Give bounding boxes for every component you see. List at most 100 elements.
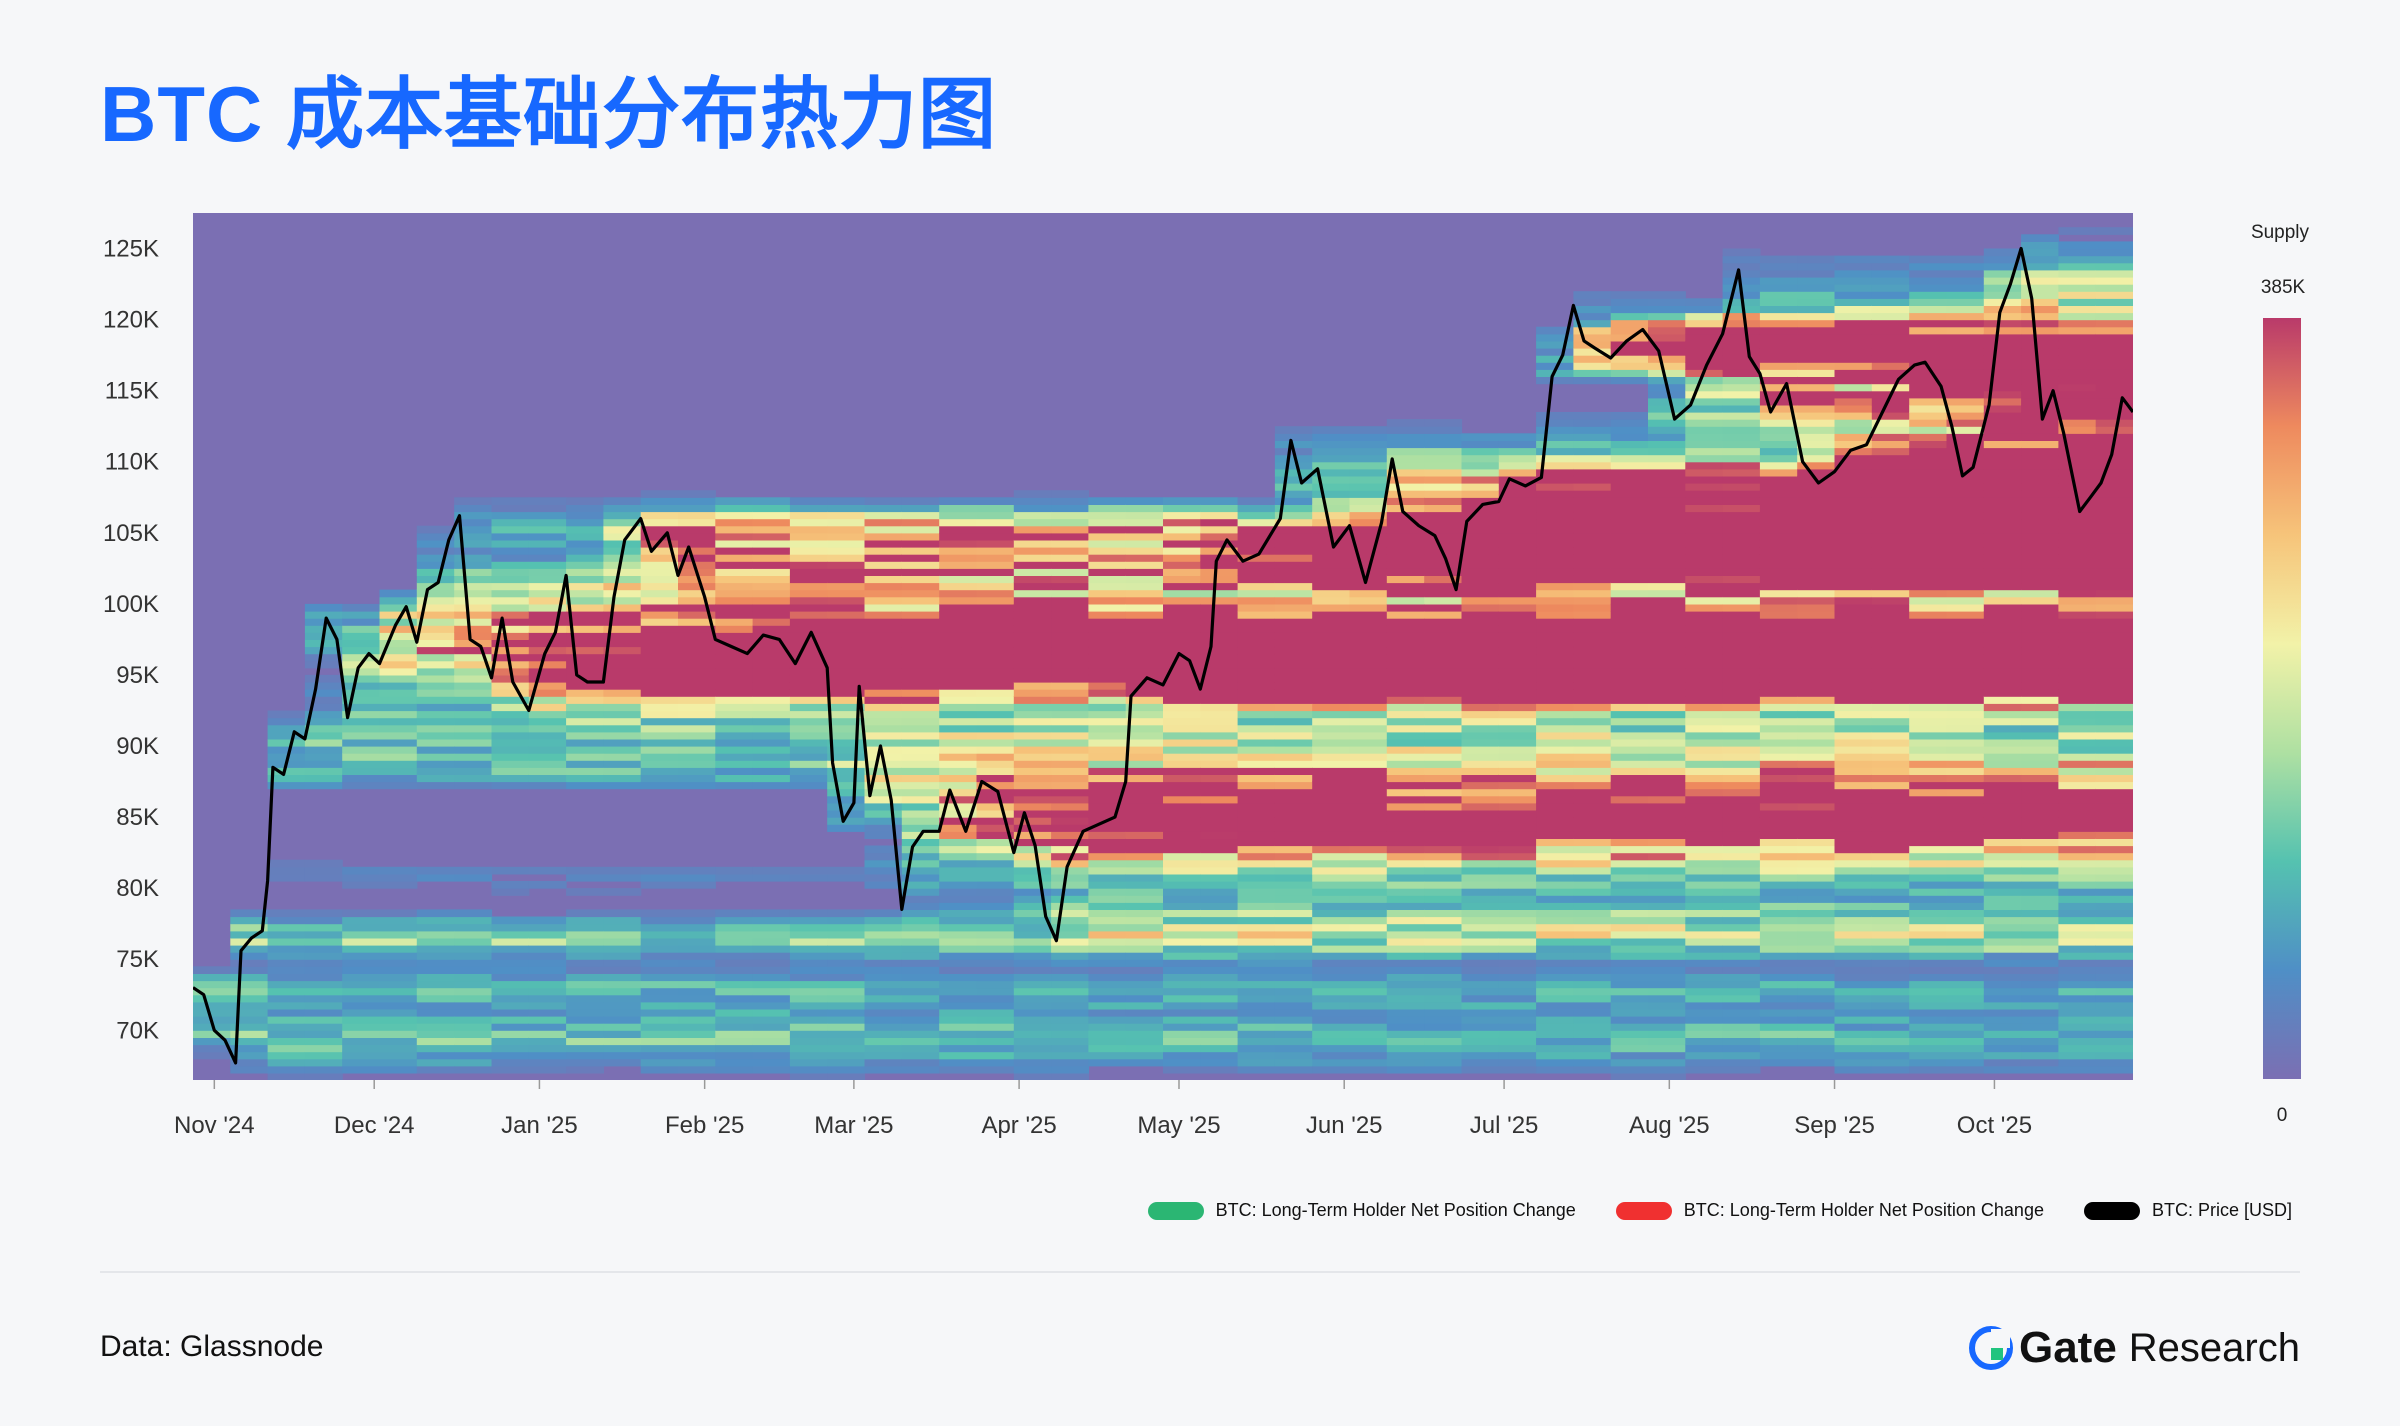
heatmap-cell [1312, 1001, 1351, 1010]
heatmap-cell [976, 653, 1015, 662]
heatmap-cell [1536, 1044, 1574, 1053]
heatmap-cell [1349, 653, 1388, 662]
heatmap-cell [1983, 653, 2022, 662]
heatmap-cell [1237, 753, 1276, 761]
heatmap-cell [1759, 589, 1798, 598]
heatmap-cell [1312, 433, 1351, 441]
heatmap-column [1498, 433, 1537, 1074]
heatmap-cell [1871, 959, 1910, 967]
heatmap-cell [752, 497, 791, 505]
heatmap-column [1312, 426, 1351, 1074]
heatmap-cell [2095, 653, 2133, 662]
heatmap-cell [715, 611, 754, 619]
legend-item-price[interactable]: BTC: Price [USD] [2083, 1200, 2292, 1221]
heatmap-cell [1051, 596, 1089, 605]
heatmap-cell [901, 753, 940, 761]
heatmap-cell [1685, 689, 1724, 697]
heatmap-cell [1088, 554, 1127, 562]
heatmap-cell [1013, 1044, 1052, 1053]
heatmap-cell [1685, 845, 1724, 854]
heatmap-cell [1610, 923, 1649, 932]
heatmap-cell [454, 945, 493, 953]
heatmap-cell [1573, 511, 1612, 520]
heatmap-cell [1648, 817, 1686, 825]
heatmap-cell [454, 873, 493, 882]
heatmap-cell [1461, 696, 1500, 704]
heatmap-cell [1274, 461, 1313, 470]
heatmap-cell [901, 1001, 940, 1010]
heatmap-cell [864, 966, 903, 974]
heatmap-cell [2095, 859, 2133, 868]
heatmap-cell [1834, 1008, 1873, 1017]
heatmap-cell [1424, 923, 1463, 932]
heatmap-cell [640, 760, 679, 768]
heatmap-cell [1200, 795, 1239, 804]
heatmap-cell [416, 710, 455, 719]
heatmap-cell [1536, 952, 1574, 960]
legend-item-lth-positive[interactable]: BTC: Long-Term Holder Net Position Chang… [1147, 1200, 1576, 1221]
heatmap-cell [1909, 888, 1948, 896]
heatmap-cell [1536, 468, 1574, 477]
heatmap-cell [1722, 952, 1761, 960]
heatmap-cell [678, 930, 716, 939]
heatmap-cell [901, 873, 940, 882]
heatmap-cell [2058, 646, 2097, 655]
heatmap-cell [2021, 689, 2059, 697]
heatmap-cell [1685, 603, 1724, 612]
heatmap-cell [193, 973, 231, 982]
heatmap-cell [640, 1030, 679, 1038]
heatmap-cell [1088, 1023, 1127, 1031]
heatmap-cell [1797, 703, 1836, 712]
heatmap-cell [1648, 1008, 1686, 1017]
heatmap-cell [976, 710, 1015, 719]
heatmap-column [1983, 248, 2022, 1074]
heatmap-cell [827, 746, 866, 754]
heatmap-cell [827, 554, 866, 562]
heatmap-cell [976, 909, 1015, 918]
heatmap-cell [1424, 1016, 1463, 1024]
heatmap-cell [1573, 810, 1612, 818]
heatmap-cell [1871, 945, 1910, 953]
heatmap-cell [752, 504, 791, 513]
heatmap-cell [1424, 568, 1463, 576]
heatmap-cell [1312, 660, 1351, 669]
heatmap-cell [1648, 333, 1686, 342]
legend-item-lth-negative[interactable]: BTC: Long-Term Holder Net Position Chang… [1615, 1200, 2044, 1221]
heatmap-cell [528, 973, 567, 982]
heatmap-cell [1610, 326, 1649, 335]
heatmap-cell [2095, 952, 2133, 960]
heatmap-cell [1871, 312, 1910, 321]
heatmap-cell [939, 589, 978, 598]
heatmap-cell [2021, 319, 2059, 328]
heatmap-cell [1536, 895, 1574, 903]
heatmap-cell [1983, 539, 2022, 548]
heatmap-cell [939, 696, 978, 704]
heatmap-cell [1685, 994, 1724, 1003]
heatmap-cell [678, 611, 716, 619]
heatmap-cell [230, 1037, 269, 1046]
heatmap-cell [603, 582, 642, 591]
heatmap-cell [1274, 810, 1313, 818]
heatmap-cell [454, 781, 493, 790]
heatmap-cell [1163, 959, 1201, 967]
heatmap-cell [1424, 994, 1463, 1003]
heatmap-cell [2095, 753, 2133, 761]
heatmap-cell [1163, 795, 1201, 804]
heatmap-cell [1274, 945, 1313, 953]
heatmap-cell [304, 674, 343, 683]
heatmap-cell [1349, 916, 1388, 925]
heatmap-cell [1312, 916, 1351, 925]
heatmap-cell [1573, 1030, 1612, 1038]
heatmap-cell [2058, 845, 2097, 854]
heatmap-cell [976, 753, 1015, 761]
heatmap-cell [789, 994, 828, 1003]
heatmap-cell [566, 945, 604, 953]
heatmap-cell [1834, 959, 1873, 967]
heatmap-cell [1312, 667, 1351, 676]
heatmap-cell [1088, 916, 1127, 925]
heatmap-cell [1163, 582, 1201, 591]
heatmap-cell [939, 831, 978, 839]
heatmap-cell [1946, 412, 1985, 420]
heatmap-cell [1200, 511, 1239, 520]
heatmap-cell [1125, 888, 1164, 896]
